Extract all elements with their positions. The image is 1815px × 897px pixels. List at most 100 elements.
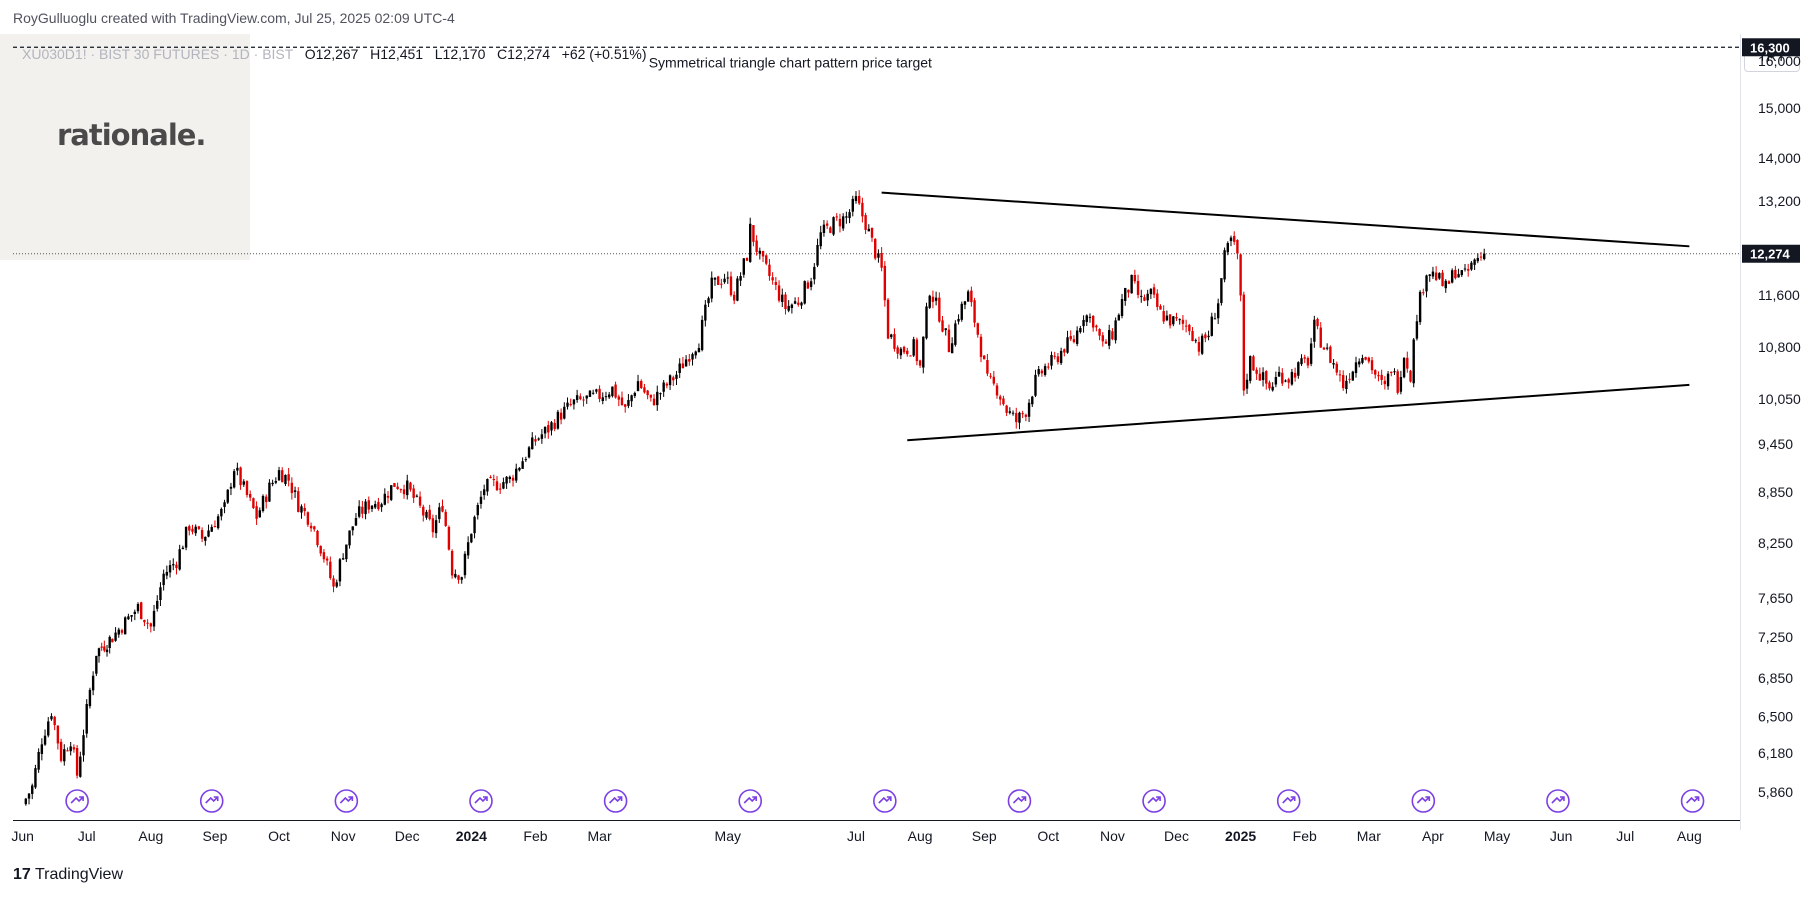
candle-body xyxy=(59,741,63,761)
dividend-arrow-icon-glyph xyxy=(1147,796,1161,804)
candle-body xyxy=(505,476,508,484)
candle-body xyxy=(1037,369,1040,375)
candle-body xyxy=(447,527,451,550)
candle-body xyxy=(595,389,598,392)
legend-symbol: XU030D1! xyxy=(22,46,87,62)
candle-body xyxy=(906,350,909,355)
candle-body xyxy=(252,498,255,509)
tradingview-branding[interactable]: 17 TradingView xyxy=(13,866,123,884)
candle-body xyxy=(1466,269,1470,271)
candle-body xyxy=(220,508,223,517)
dividend-arrow-icon[interactable] xyxy=(873,789,897,813)
candle-body xyxy=(313,526,316,530)
tradingview-text: TradingView xyxy=(34,866,123,883)
candle-body xyxy=(152,610,156,627)
candle-body xyxy=(1463,268,1467,270)
price-tick-label: 8,850 xyxy=(1758,484,1793,500)
upper-triangle-trendline[interactable] xyxy=(881,191,1690,248)
candle-body xyxy=(803,281,806,304)
candle-body xyxy=(1015,413,1018,423)
legend-low: 12,170 xyxy=(442,46,486,62)
candle-body xyxy=(175,564,178,568)
candle-body xyxy=(213,525,217,528)
candle-body xyxy=(716,276,720,285)
candle-body xyxy=(989,375,992,377)
chart-credit: RoyGulluoglu created with TradingView.co… xyxy=(13,10,455,26)
candle-body xyxy=(1335,363,1338,373)
dividend-arrow-icon[interactable] xyxy=(603,789,628,813)
candle-body xyxy=(438,507,441,520)
candle-body xyxy=(1473,259,1476,265)
candle-body xyxy=(162,573,165,586)
dividend-arrow-icon[interactable] xyxy=(334,789,359,813)
dividend-arrow-icon[interactable] xyxy=(1411,789,1436,813)
candle-body xyxy=(588,390,592,397)
time-tick-label: Feb xyxy=(523,828,547,844)
candle-body xyxy=(1220,278,1223,304)
candle-body xyxy=(248,493,252,498)
candle-body xyxy=(1027,402,1031,417)
candle-body xyxy=(293,490,297,492)
tradingview-logo-icon: 17 xyxy=(13,866,31,883)
candle-body xyxy=(210,526,213,532)
dividend-arrow-icon-glyph xyxy=(474,796,488,804)
candle-body xyxy=(521,461,524,469)
candle-body xyxy=(781,294,784,303)
candle-body xyxy=(1434,272,1438,281)
lower-triangle-trendline[interactable] xyxy=(907,383,1690,442)
candle-body xyxy=(845,216,848,218)
candle-body xyxy=(316,530,319,546)
dividend-arrow-icon[interactable] xyxy=(738,789,763,813)
price-tick-label: 11,600 xyxy=(1758,287,1800,303)
current-price-label: 12,274 xyxy=(1750,247,1791,262)
candle-body xyxy=(300,506,303,513)
time-tick-label: Aug xyxy=(1677,828,1702,844)
candle-body xyxy=(890,334,893,338)
dividend-arrow-icon[interactable] xyxy=(469,789,493,813)
candle-body xyxy=(1184,325,1188,327)
candle-body xyxy=(1364,357,1367,360)
price-tick-label: 8,250 xyxy=(1758,535,1793,551)
legend-high: 12,451 xyxy=(380,46,424,62)
time-tick-label: Sep xyxy=(972,828,997,844)
candle-body xyxy=(172,564,175,566)
candle-body xyxy=(184,526,188,548)
time-tick-label: 2025 xyxy=(1225,828,1256,844)
candle-body xyxy=(1252,356,1255,371)
candle-body xyxy=(934,297,938,301)
candle-body xyxy=(105,649,109,653)
candle-body xyxy=(1418,291,1422,323)
dividend-arrow-icon[interactable] xyxy=(1546,789,1570,813)
candle-body xyxy=(226,489,229,503)
dividend-arrow-icon[interactable] xyxy=(1276,789,1301,813)
dividend-arrow-icon[interactable] xyxy=(65,789,89,813)
candle-body xyxy=(1133,274,1137,282)
candle-body xyxy=(726,277,729,279)
dividend-arrow-icon[interactable] xyxy=(199,789,224,813)
candle-body xyxy=(271,482,274,485)
price-tick-label: 16,000 xyxy=(1758,53,1801,69)
candle-body xyxy=(1075,330,1079,344)
candle-body xyxy=(287,474,290,481)
time-tick-label: Feb xyxy=(1293,828,1317,844)
candle-body xyxy=(665,383,669,386)
candle-body xyxy=(1002,398,1005,405)
candle-body xyxy=(1383,380,1387,385)
symbol-legend[interactable]: XU030D1! · BIST 30 FUTURES · 1D · BIST O… xyxy=(22,46,647,62)
candle-body xyxy=(1156,293,1159,307)
dividend-arrow-icon[interactable] xyxy=(1142,789,1166,813)
time-tick-label: Jul xyxy=(847,828,865,844)
candle-body xyxy=(931,296,935,302)
candle-body xyxy=(1277,371,1281,377)
candle-body xyxy=(143,619,146,623)
dividend-arrow-icon[interactable] xyxy=(1680,789,1705,813)
candle-body xyxy=(261,495,265,511)
candle-body xyxy=(569,404,572,406)
candle-body xyxy=(1249,356,1252,381)
dividend-arrow-icon[interactable] xyxy=(1007,789,1032,813)
candle-body xyxy=(880,253,883,268)
candle-body xyxy=(136,603,140,612)
candle-body xyxy=(66,750,69,752)
time-tick-label: Oct xyxy=(268,828,290,844)
